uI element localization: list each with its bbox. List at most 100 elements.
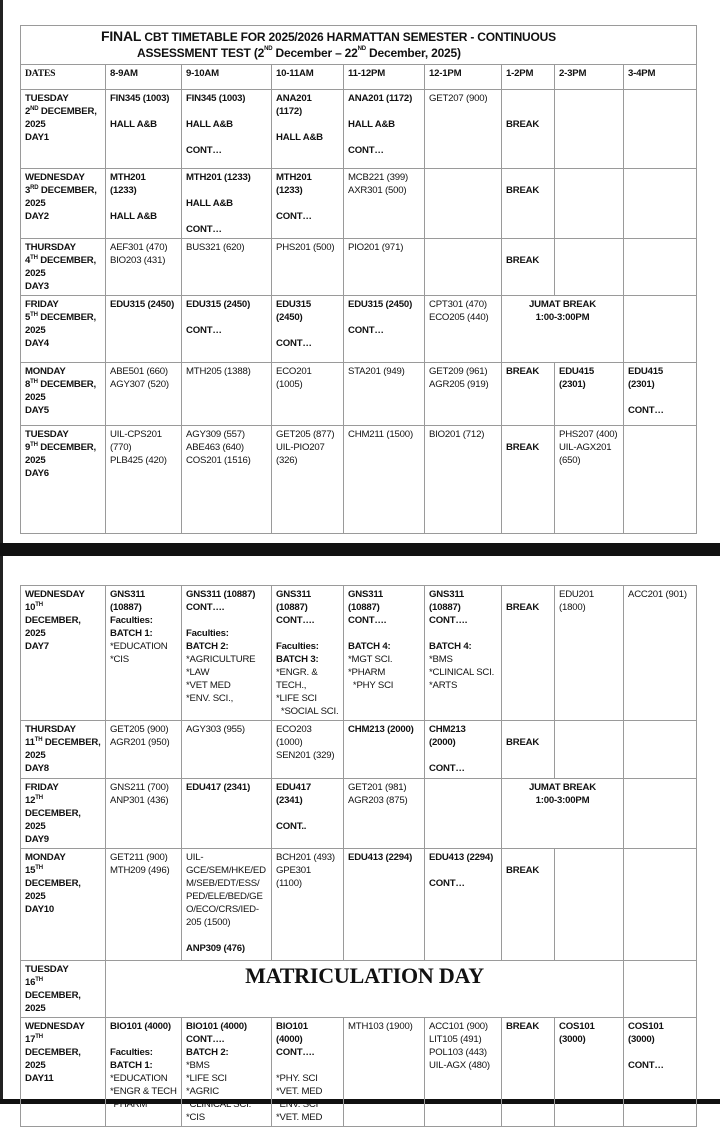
date-suffix: TH bbox=[30, 379, 38, 385]
schedule-cell bbox=[554, 848, 624, 961]
spacer bbox=[186, 131, 267, 144]
spacer bbox=[429, 749, 497, 762]
title-line2-a: ASSESSMENT TEST (2 bbox=[137, 46, 265, 60]
date-number: 5 bbox=[25, 312, 31, 323]
course-entry: MTH201 bbox=[110, 172, 146, 183]
date-line: 10TH DECEMBER, bbox=[25, 601, 101, 627]
table-row: FRIDAY 5TH DECEMBER, 2025 DAY4 EDU315 (2450)… bbox=[20, 295, 698, 363]
course-entry: CONT… bbox=[276, 211, 312, 222]
schedule-cell: EDU315 (2450) CONT… bbox=[271, 295, 344, 363]
schedule-cell: COS101 (3000) CONT… bbox=[623, 1017, 697, 1127]
schedule-cell: BREAK bbox=[501, 1017, 555, 1127]
course-entry: CONT… bbox=[628, 405, 664, 416]
course-entry: *AGRIC bbox=[186, 1086, 219, 1097]
course-entry: *CLINICAL SCI. bbox=[429, 667, 495, 678]
break-label: BREAK bbox=[506, 737, 540, 748]
course-entry: SEN201 (329) bbox=[276, 750, 335, 761]
course-entry: AGR205 (919) bbox=[429, 379, 489, 390]
date-line: 3RD DECEMBER, bbox=[25, 184, 101, 197]
spacer bbox=[276, 1059, 339, 1072]
table-row: WEDNESDAY 3RD DECEMBER, 2025 DAY2 MTH201 (123… bbox=[20, 168, 698, 239]
course-entry: ACC201 (901) bbox=[628, 589, 687, 600]
schedule-cell: BREAK bbox=[501, 168, 555, 239]
schedule-cell: GET205 (900) AGR201 (950) bbox=[105, 720, 182, 779]
course-entry: EDU315 bbox=[276, 299, 312, 310]
schedule-cell: AGY309 (557) ABE463 (640) COS201 (1516) bbox=[181, 425, 272, 534]
column-header-dates: DATES bbox=[20, 64, 106, 90]
spacer bbox=[186, 929, 267, 942]
course-entry: *PHARM bbox=[348, 667, 386, 678]
year: 2025 bbox=[25, 198, 46, 209]
course-entry: ECO201 bbox=[276, 366, 312, 377]
schedule-cell bbox=[623, 960, 697, 1018]
spacer bbox=[506, 588, 550, 601]
year: 2025 bbox=[25, 891, 46, 902]
schedule-cell: ECO201 (1005) bbox=[271, 362, 344, 426]
course-entry: *AGRICULTURE bbox=[186, 654, 256, 665]
column-header-time: 2-3PM bbox=[554, 64, 624, 90]
course-entry: *VET. MED bbox=[276, 1086, 323, 1097]
schedule-cell: JUMAT BREAK 1:00-3:00PM bbox=[501, 295, 624, 363]
schedule-cell: UIL- GCE/SEM/HKE/ED M/SEB/EDT/ESS/PED/ELE/… bbox=[181, 848, 272, 961]
course-entry: HALL A&B bbox=[186, 198, 233, 209]
schedule-cell: ABE501 (660) AGY307 (520) bbox=[105, 362, 182, 426]
schedule-cell: MTH205 (1388) bbox=[181, 362, 272, 426]
schedule-cell: EDU415 (2301) CONT… bbox=[622, 362, 698, 426]
schedule-cell: EDU315 (2450) CONT… bbox=[181, 295, 272, 363]
course-entry: ANA201 bbox=[276, 93, 312, 104]
day-label: DAY1 bbox=[25, 132, 49, 143]
course-entry: GNS311 bbox=[429, 589, 465, 600]
course-entry: ABE463 (640) bbox=[186, 442, 244, 453]
spacer bbox=[276, 807, 339, 820]
table-row: FRIDAY 12TH DECEMBER, 2025 DAY9 GNS211 (700)… bbox=[20, 778, 697, 849]
date-line: 12TH DECEMBER, bbox=[25, 794, 101, 820]
course-entry: MTH201 bbox=[276, 172, 312, 183]
break-label: BREAK bbox=[506, 119, 540, 130]
schedule-cell: GET201 (981) AGR203 (875) bbox=[343, 778, 425, 849]
schedule-cell: BCH201 (493) GPE301 (1100) bbox=[271, 848, 344, 961]
day-label: DAY9 bbox=[25, 834, 49, 845]
course-entry: *ENGR & TECH bbox=[110, 1086, 177, 1097]
course-entry: CONT… bbox=[186, 325, 222, 336]
matriculation-day-cell: MATRICULATION DAY bbox=[105, 960, 624, 1018]
course-entry: GET207 (900) bbox=[429, 93, 488, 104]
course-entry: BATCH 2: bbox=[186, 1047, 229, 1058]
table-row: MONDAY 15TH DECEMBER, 2025 DAY10 GET211 (900)… bbox=[20, 848, 697, 961]
course-entry: ABE501 (660) bbox=[110, 366, 168, 377]
spacer bbox=[348, 131, 420, 144]
course-entry: CONT… bbox=[348, 325, 384, 336]
course-entry: 1:00-3:00PM bbox=[535, 795, 590, 806]
course-entry: *SOCIAL SCI. bbox=[276, 706, 339, 717]
schedule-cell: GET205 (877) UIL-PIO207 (326) bbox=[271, 425, 344, 534]
date-suffix: TH bbox=[30, 255, 38, 261]
course-entry: BIO201 (712) bbox=[429, 429, 485, 440]
date-suffix: TH bbox=[35, 602, 43, 608]
course-entry: (770) bbox=[110, 442, 132, 453]
schedule-cell: CHM211 (1500) bbox=[343, 425, 425, 534]
weekday: THURSDAY bbox=[25, 724, 76, 735]
course-entry: COS201 (1516) bbox=[186, 455, 251, 466]
timetable-title: FINAL CBT TIMETABLE FOR 2025/2026 HARMAT… bbox=[19, 25, 698, 65]
column-header-time: 8-9AM bbox=[105, 64, 182, 90]
schedule-cell bbox=[623, 848, 697, 961]
date-suffix: RD bbox=[30, 185, 39, 191]
course-entry: GPE301 bbox=[276, 865, 312, 876]
month: DECEMBER, bbox=[37, 442, 96, 453]
schedule-cell: EDU315 (2450) bbox=[105, 295, 182, 363]
table-row: WEDNESDAY 17TH DECEMBER, 2025 DAY11 BIO101 (… bbox=[20, 1017, 697, 1127]
course-entry: CONT… bbox=[348, 145, 384, 156]
course-entry: LIT105 (491) bbox=[429, 1034, 482, 1045]
course-entry: *PHARM bbox=[110, 1099, 148, 1110]
course-entry: *CIS bbox=[110, 654, 129, 665]
course-entry: (3000) bbox=[628, 1034, 655, 1045]
table-row: WEDNESDAY 10TH DECEMBER, 2025 DAY7 GNS311 (10… bbox=[20, 585, 697, 721]
course-entry: (1172) bbox=[276, 106, 303, 117]
schedule-cell: CHM213 (2000) CONT… bbox=[424, 720, 502, 779]
date-number: 17 bbox=[25, 1034, 36, 1045]
spacer bbox=[110, 1033, 177, 1046]
course-entry: *ENV. SCI bbox=[276, 1099, 319, 1110]
schedule-cell: BREAK bbox=[501, 585, 555, 721]
course-entry: PED/ELE/BED/GE bbox=[186, 891, 263, 902]
schedule-cell: BREAK bbox=[501, 238, 555, 296]
course-entry: EDU315 (2450) bbox=[348, 299, 413, 310]
